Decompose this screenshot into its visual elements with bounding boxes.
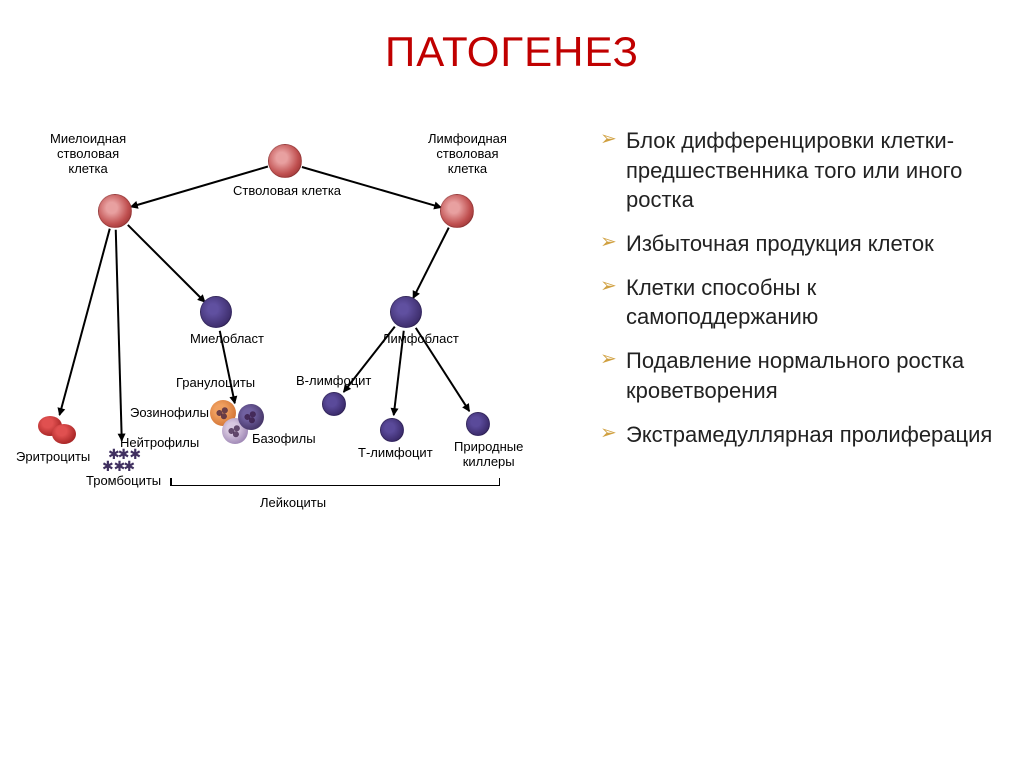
blast-cell-icon [390,296,422,328]
bullet-item: Избыточная продукция клеток [600,229,1004,259]
content-row: Стволовая клетка Миелоиднаястволоваяклетк… [0,76,1024,596]
stem-cell-icon [440,194,474,228]
cell-label: Нейтрофилы [120,436,199,451]
cell-label: Т-лимфоцит [358,446,433,461]
cell-label: Эозинофилы [130,406,209,421]
page-title: ПАТОГЕНЕЗ [0,0,1024,76]
bullet-item: Подавление нормального ростка кроветворе… [600,346,1004,405]
arrow [127,224,205,302]
lymphocyte-icon [322,392,346,416]
bullet-list: Блок дифференцировки клетки-предшественн… [580,116,1004,596]
blast-cell-icon [200,296,232,328]
lymphocyte-icon [466,412,490,436]
cell-label: Эритроциты [16,450,90,465]
cell-label: Миелоиднаястволоваяклетка [50,132,126,177]
cell-label: Гранулоциты [176,376,255,391]
bullet-item: Клетки способны к самоподдержанию [600,273,1004,332]
cell-label: Лейкоциты [260,496,326,511]
arrow [115,230,123,441]
cell-label: Лимфоиднаястволоваяклетка [428,132,507,177]
arrow [413,227,450,298]
cell-label: Лимфобласт [382,332,459,347]
hematopoiesis-diagram: Стволовая клетка Миелоиднаястволоваяклетк… [20,116,580,596]
stem-cell-icon [268,144,302,178]
arrow [59,229,111,416]
cell-label: Базофилы [252,432,316,447]
stem-cell-icon [98,194,132,228]
cell-label: Природныекиллеры [454,440,523,470]
bullet-item: Экстрамедуллярная пролиферация [600,420,1004,450]
bullet-item: Блок дифференцировки клетки-предшественн… [600,126,1004,215]
cell-label: Тромбоциты [86,474,161,489]
cell-label: Миелобласт [190,332,264,347]
cell-label: В-лимфоцит [296,374,371,389]
leukocyte-brace [170,478,500,486]
lymphocyte-icon [380,418,404,442]
cell-label: Стволовая клетка [233,184,341,199]
